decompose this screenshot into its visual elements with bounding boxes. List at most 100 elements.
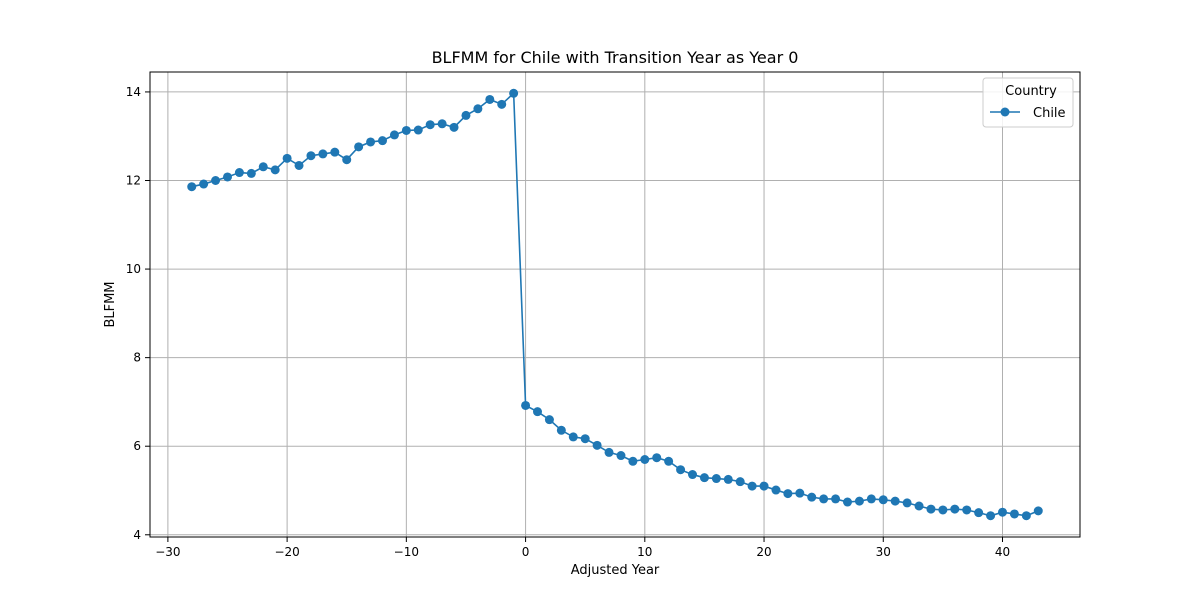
data-point: [664, 456, 674, 466]
data-point: [723, 474, 733, 484]
data-point: [747, 481, 757, 491]
data-point: [974, 508, 984, 518]
data-point: [211, 176, 221, 185]
y-axis-label: BLFMM: [103, 281, 118, 327]
x-tick-label: −20: [274, 545, 299, 559]
data-point: [437, 119, 447, 129]
data-point: [473, 104, 483, 114]
data-point: [652, 453, 662, 463]
data-point: [771, 485, 781, 495]
data-point: [819, 494, 829, 504]
data-point: [640, 455, 650, 464]
data-point: [223, 172, 232, 182]
y-axis-ticks: 4 6 8 10 12 14: [126, 85, 150, 542]
data-point: [413, 125, 423, 135]
data-point: [807, 492, 817, 502]
data-point: [449, 122, 459, 132]
data-point: [282, 153, 292, 163]
y-tick-label: 8: [133, 351, 141, 365]
y-tick-label: 12: [126, 174, 141, 188]
data-point: [592, 440, 602, 450]
data-point: [962, 505, 972, 515]
series-layer: [187, 88, 1043, 521]
data-point: [676, 465, 686, 475]
data-point: [616, 451, 626, 461]
data-point: [533, 407, 542, 417]
legend-label-chile: Chile: [1033, 106, 1066, 121]
data-point: [568, 432, 578, 442]
legend-marker-chile: [1000, 107, 1010, 117]
data-point: [389, 130, 399, 140]
data-point: [854, 496, 864, 506]
data-point: [187, 182, 197, 192]
x-tick-label: −10: [394, 545, 419, 559]
data-point: [306, 151, 316, 161]
data-point: [556, 425, 566, 435]
data-point: [401, 125, 411, 135]
data-point: [866, 494, 876, 504]
x-tick-label: 0: [522, 545, 530, 559]
data-point: [1033, 506, 1043, 516]
y-tick-label: 4: [133, 528, 141, 542]
data-point: [544, 415, 554, 425]
data-point: [580, 434, 590, 444]
data-point: [938, 505, 948, 515]
data-point: [366, 137, 376, 147]
data-point: [294, 160, 304, 170]
data-point: [485, 94, 495, 104]
data-point: [1009, 509, 1019, 519]
x-axis-label: Adjusted Year: [571, 563, 660, 578]
data-point: [914, 501, 924, 511]
data-point: [998, 507, 1007, 517]
x-tick-label: 20: [756, 545, 771, 559]
data-point: [878, 495, 888, 505]
data-point: [711, 474, 721, 484]
data-point: [246, 168, 256, 178]
legend-title: Country: [1005, 84, 1057, 99]
data-point: [890, 496, 900, 506]
data-point: [425, 120, 435, 130]
data-point: [497, 99, 507, 109]
data-point: [521, 400, 531, 410]
data-point: [759, 481, 769, 491]
data-point: [986, 511, 996, 521]
data-point: [795, 488, 805, 498]
data-point: [342, 155, 352, 165]
y-tick-label: 6: [133, 439, 141, 453]
data-point: [699, 473, 709, 483]
x-tick-label: −30: [155, 545, 180, 559]
legend: Country Chile: [982, 77, 1074, 128]
data-point: [628, 456, 638, 466]
data-point: [330, 147, 340, 157]
data-point: [604, 447, 614, 457]
data-point: [1021, 511, 1031, 521]
data-point: [234, 168, 244, 178]
plot-frame: [149, 71, 1081, 538]
data-point: [378, 136, 387, 146]
data-point: [902, 498, 912, 508]
data-point: [843, 497, 852, 507]
x-tick-label: 40: [995, 545, 1010, 559]
y-tick-label: 10: [126, 262, 141, 276]
data-point: [258, 162, 268, 172]
chart-title: BLFMM for Chile with Transition Year as …: [432, 48, 799, 67]
data-point: [354, 142, 364, 152]
data-point: [926, 504, 936, 514]
y-tick-label: 14: [126, 85, 141, 99]
data-point: [509, 88, 519, 98]
data-point: [831, 494, 841, 504]
data-point: [199, 179, 209, 189]
data-point: [950, 504, 960, 514]
x-tick-label: 10: [637, 545, 652, 559]
data-point: [461, 110, 471, 120]
series-line-chile: [191, 91, 1039, 517]
data-point: [735, 477, 745, 487]
data-point: [318, 149, 328, 159]
x-axis-ticks: −30 −20 −10 0 10 20 30 40: [155, 537, 1010, 559]
data-point: [783, 489, 793, 499]
grid: [150, 72, 1080, 537]
data-point: [270, 165, 280, 175]
x-tick-label: 30: [876, 545, 891, 559]
data-point: [688, 470, 697, 480]
